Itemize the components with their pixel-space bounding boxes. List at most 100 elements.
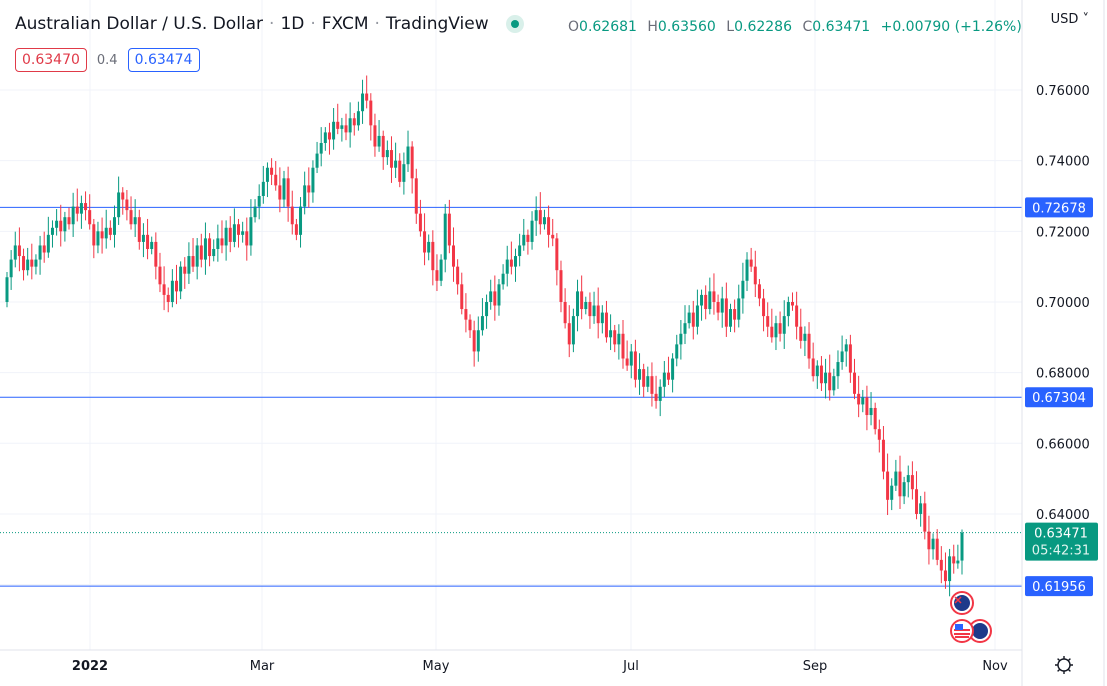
source: TradingView [385, 14, 489, 34]
price-tick-label: 0.66000 [1036, 437, 1090, 452]
candle-down [307, 185, 311, 193]
candle-up [741, 280, 745, 299]
candle-up [212, 248, 216, 257]
interval[interactable]: 1D [280, 14, 305, 34]
candle-up [600, 312, 604, 324]
candle-up [687, 312, 691, 324]
candle-up [348, 118, 352, 133]
price-tick-label: 0.70000 [1036, 296, 1090, 311]
horizontal-lines[interactable] [0, 206, 1022, 587]
candle-up [26, 259, 30, 271]
candle-up [956, 560, 960, 564]
candle-down [365, 93, 369, 101]
change-value: +0.00790 (+1.26%) [880, 19, 1022, 35]
horizontal-line-label-bg [1025, 576, 1093, 597]
candle-down [220, 238, 224, 246]
candle-down [447, 213, 451, 246]
australia-flag-event-icon[interactable] [968, 619, 992, 643]
candle-down [166, 294, 170, 302]
open-value: 0.62681 [579, 19, 637, 35]
candle-up [505, 259, 509, 274]
candle-down [811, 358, 815, 377]
candle-down [125, 199, 129, 211]
candle-up [34, 259, 38, 267]
candle-up [894, 471, 898, 486]
candle-up [249, 217, 253, 246]
time-tick-label: Mar [250, 659, 275, 674]
horizontal-line-label: 0.72678 [1032, 201, 1086, 216]
candle-up [224, 227, 228, 246]
candle-down [799, 326, 803, 341]
candle-down [848, 344, 852, 373]
candle-up [63, 217, 67, 232]
candle-up [824, 372, 828, 384]
candle-down [604, 312, 608, 338]
candle-down [30, 259, 34, 267]
candle-down [613, 330, 617, 345]
candle-up [323, 132, 327, 143]
candle-down [59, 220, 63, 232]
candle-down [137, 217, 141, 242]
market-open-status-icon[interactable] [510, 20, 519, 28]
ohlc-values: O0.62681 H0.63560 L0.62286 C0.63471 +0.0… [568, 19, 1028, 35]
candle-down [389, 150, 393, 168]
candle-up [728, 309, 732, 327]
chevron-down-icon: ˅ [1082, 12, 1090, 27]
candle-down [175, 280, 179, 292]
settings-gear-icon[interactable] [1055, 656, 1073, 674]
event-icons[interactable] [950, 591, 992, 643]
candle-up [195, 245, 199, 267]
candle-up [50, 227, 54, 235]
candle-down [286, 178, 290, 207]
candle-down [509, 259, 513, 267]
candle-down [67, 217, 71, 225]
candle-down [766, 316, 770, 327]
candle-down [865, 397, 869, 416]
candle-down [724, 298, 728, 327]
price-axis[interactable]: 0.76000 0.74000 0.72000 0.70000 0.68000 0.660… [1036, 84, 1090, 523]
candle-down [753, 266, 757, 285]
us-flag-event-icon[interactable] [950, 619, 974, 643]
candle-up [782, 316, 786, 334]
candle-up [609, 330, 613, 338]
buy-button[interactable]: 0.63474 [127, 48, 200, 72]
symbol-name[interactable]: Australian Dollar / U.S. Dollar [15, 14, 264, 34]
candle-down [17, 245, 21, 257]
candle-up [96, 231, 100, 246]
candle-up [402, 164, 406, 182]
candle-up [232, 224, 236, 242]
candle-down [278, 185, 282, 200]
candle-up [497, 284, 501, 306]
horizontal-line-label-bg [1025, 197, 1093, 218]
candle-up [803, 333, 807, 341]
time-tick-label: Nov [982, 659, 1008, 674]
candle-down [410, 146, 414, 179]
candle-up [361, 93, 365, 112]
candle-down [270, 167, 274, 175]
candle-down [456, 266, 460, 285]
time-axis[interactable]: 2022 Mar May Jul Sep Nov [72, 659, 1008, 674]
candle-down [621, 333, 625, 359]
price-tick-label: 0.72000 [1036, 225, 1090, 240]
candle-up [720, 298, 724, 313]
candle-up [257, 195, 261, 207]
candle-down [538, 210, 542, 225]
candle-up [261, 181, 265, 196]
candle-up [518, 245, 522, 257]
candle-down [237, 224, 241, 235]
candle-down [158, 266, 162, 285]
currency-selector[interactable]: USD ˅ [1051, 12, 1089, 27]
candle-up [170, 280, 174, 302]
candle-down [84, 203, 88, 211]
candle-up [869, 407, 873, 416]
sell-button[interactable]: 0.63470 [15, 48, 87, 72]
candle-up [514, 256, 518, 267]
candle-up [638, 369, 642, 380]
candle-down [42, 245, 46, 253]
candle-down [154, 241, 158, 267]
candle-up [960, 532, 964, 561]
candle-up [662, 372, 666, 387]
australia-flag-event-icon[interactable] [950, 591, 974, 615]
candle-up [576, 291, 580, 317]
